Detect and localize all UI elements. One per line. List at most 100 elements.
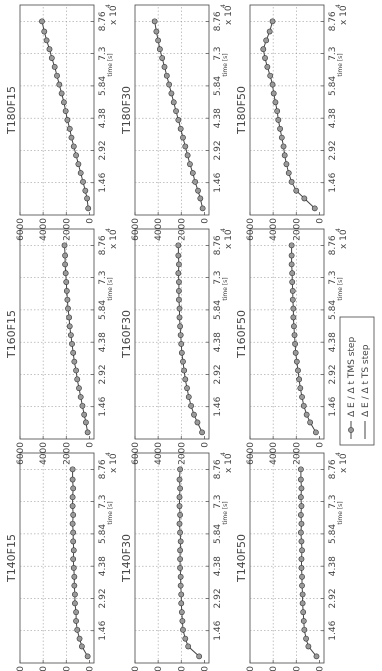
data-point (177, 529, 183, 536)
data-point (191, 411, 197, 418)
data-point (176, 314, 183, 321)
x-tick-label: 1.46 (98, 172, 108, 192)
data-point (72, 600, 78, 607)
data-point (196, 653, 203, 660)
data-point (297, 385, 304, 392)
x-tick-label: 7.3 (328, 494, 338, 508)
x-tick-label: 1.46 (328, 396, 338, 416)
data-point (176, 305, 183, 312)
x-multiplier: x 10 (224, 229, 234, 249)
data-point (70, 485, 77, 492)
data-point (180, 626, 186, 633)
data-point (275, 117, 282, 123)
data-point (58, 90, 65, 97)
data-point (81, 411, 88, 418)
y-tick-label: 0 (200, 442, 210, 448)
data-point (56, 81, 63, 88)
data-point (264, 63, 271, 70)
data-point (180, 358, 186, 365)
y-tick-label: 0 (200, 666, 210, 671)
data-point (182, 635, 189, 642)
x-tick-label: 4.38 (213, 332, 223, 352)
y-tick-label: 6000 (16, 218, 26, 241)
y-tick-label: 6000 (16, 666, 26, 671)
data-point (64, 117, 71, 123)
data-point (177, 332, 184, 339)
data-point (73, 609, 79, 616)
data-point (290, 305, 297, 312)
data-point (70, 547, 77, 554)
data-point (75, 161, 82, 168)
data-point (70, 565, 77, 571)
series-line (291, 245, 317, 433)
plot-frame (134, 452, 210, 664)
data-point (195, 187, 201, 194)
data-point (184, 385, 190, 392)
data-point (163, 72, 170, 79)
x-tick-label: 2.92 (98, 140, 108, 160)
data-point (288, 261, 295, 268)
x-tick-label: 2.92 (98, 588, 108, 608)
rotated-figure: T140F151.462.924.385.847.38.760200040006… (5, 4, 375, 671)
data-point (277, 125, 283, 132)
data-point (156, 46, 163, 53)
data-point (69, 520, 76, 527)
data-point (305, 643, 312, 650)
data-point (67, 332, 74, 339)
data-point (297, 529, 304, 536)
data-point (70, 529, 77, 536)
data-point (176, 296, 182, 303)
y-tick-label: 0 (85, 442, 95, 448)
legend-entry: Δ E / Δ t TS step (361, 344, 371, 417)
data-point (178, 349, 185, 356)
data-point (182, 143, 189, 150)
x-tick-label: 7.3 (328, 270, 338, 284)
data-point (267, 72, 274, 79)
x-tick-label: 7.3 (98, 270, 108, 284)
data-point (77, 394, 84, 400)
data-point (300, 618, 307, 624)
x-tick-label: 5.84 (213, 300, 223, 320)
y-tick-label: 6000 (131, 666, 141, 671)
data-point (181, 367, 188, 374)
x-tick-label: 1.46 (213, 396, 223, 416)
data-point (307, 419, 314, 426)
data-point (289, 270, 296, 277)
y-tick-label: 4000 (154, 218, 164, 241)
data-point (166, 81, 173, 88)
x-multiplier: x 10 (339, 5, 349, 25)
series-line (154, 21, 204, 209)
plot-frame (249, 452, 325, 664)
x-tick-label: 8.76 (98, 11, 108, 31)
x-tick-label: 2.92 (213, 364, 223, 384)
panel-t180f15: T180F15 1.46 2.92 4.38 5.84 7.3 8.76 0 2000 4000 6… (5, 4, 119, 241)
data-point (176, 520, 183, 527)
data-point (76, 385, 82, 392)
data-point (79, 402, 86, 409)
data-point (66, 125, 73, 132)
x-tick-label: 5.84 (328, 524, 338, 544)
x-tick-label: 4.38 (328, 108, 338, 128)
x-tick-label: 4.38 (213, 108, 223, 128)
data-point (278, 134, 285, 141)
legend: Δ E / Δ t TMS step Δ E / Δ t TS step (339, 316, 375, 446)
data-point (170, 99, 177, 106)
data-point (176, 261, 182, 268)
y-tick-label: 2000 (62, 442, 72, 465)
data-point (299, 394, 305, 400)
x-multiplier: x 10 (339, 453, 349, 473)
y-tick-label: 4000 (269, 442, 279, 465)
x-tick-label: 2.92 (98, 364, 108, 384)
data-point (298, 556, 305, 563)
x-tick-label: 2.92 (213, 140, 223, 160)
x-tick-label: 8.76 (213, 459, 223, 479)
data-point (63, 287, 70, 294)
y-tick-label: 0 (315, 218, 325, 224)
series-line (72, 469, 89, 657)
panel-title: T180F50 (235, 86, 248, 135)
y-tick-label: 0 (85, 666, 95, 671)
data-point (290, 314, 297, 321)
data-point (46, 46, 53, 53)
data-point (288, 178, 295, 185)
x-tick-label: 8.76 (328, 11, 338, 31)
